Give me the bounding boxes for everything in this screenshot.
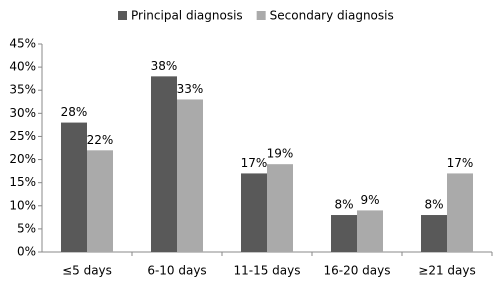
bar	[357, 210, 383, 252]
bar	[447, 173, 473, 252]
y-tick-label: 40%	[9, 60, 36, 74]
legend-swatch	[256, 11, 266, 20]
bar	[267, 164, 293, 252]
y-tick-label: 25%	[9, 129, 36, 143]
y-tick-label: 0%	[17, 245, 36, 259]
bar	[151, 76, 177, 252]
y-tick-label: 35%	[9, 83, 36, 97]
data-label: 22%	[87, 133, 114, 147]
x-tick-label: 16-20 days	[323, 264, 390, 278]
data-label: 17%	[241, 156, 268, 170]
y-tick-label: 5%	[17, 221, 36, 235]
x-tick-label: 11-15 days	[233, 264, 300, 278]
data-label: 17%	[447, 156, 474, 170]
data-label: 33%	[177, 82, 204, 96]
y-tick-label: 15%	[9, 175, 36, 189]
data-label: 9%	[360, 193, 379, 207]
bar	[421, 215, 447, 252]
y-tick-label: 45%	[9, 37, 36, 51]
bar	[61, 122, 87, 252]
bar	[241, 173, 267, 252]
bar	[87, 150, 113, 252]
y-tick-label: 30%	[9, 106, 36, 120]
data-label: 28%	[61, 105, 88, 119]
x-tick-label: ≤5 days	[62, 264, 112, 278]
x-tick-label: 6-10 days	[147, 264, 206, 278]
x-tick-label: ≥21 days	[418, 264, 475, 278]
legend-label: Secondary diagnosis	[270, 9, 394, 23]
bar	[177, 99, 203, 252]
legend-label: Principal diagnosis	[131, 9, 243, 23]
bar	[331, 215, 357, 252]
data-label: 8%	[424, 198, 443, 212]
y-tick-label: 20%	[9, 152, 36, 166]
data-label: 8%	[334, 198, 353, 212]
y-tick-label: 10%	[9, 198, 36, 212]
legend-swatch	[118, 11, 127, 20]
data-label: 38%	[151, 59, 178, 73]
data-label: 19%	[267, 147, 294, 161]
